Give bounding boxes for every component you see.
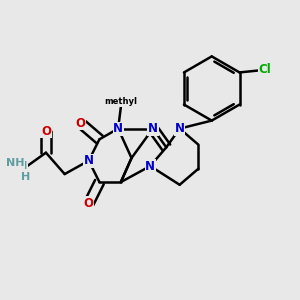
Text: N: N [113,122,123,135]
Text: N: N [145,160,155,172]
Text: H₂N: H₂N [4,161,27,171]
Text: NH: NH [6,158,25,168]
Text: N: N [175,122,185,135]
Text: methyl: methyl [104,98,137,106]
Text: N: N [84,154,94,167]
Text: O: O [84,197,94,210]
Text: N: N [148,122,158,135]
Text: O: O [76,117,86,130]
Text: O: O [41,125,51,138]
Text: Cl: Cl [259,63,272,76]
Text: H: H [21,172,30,182]
